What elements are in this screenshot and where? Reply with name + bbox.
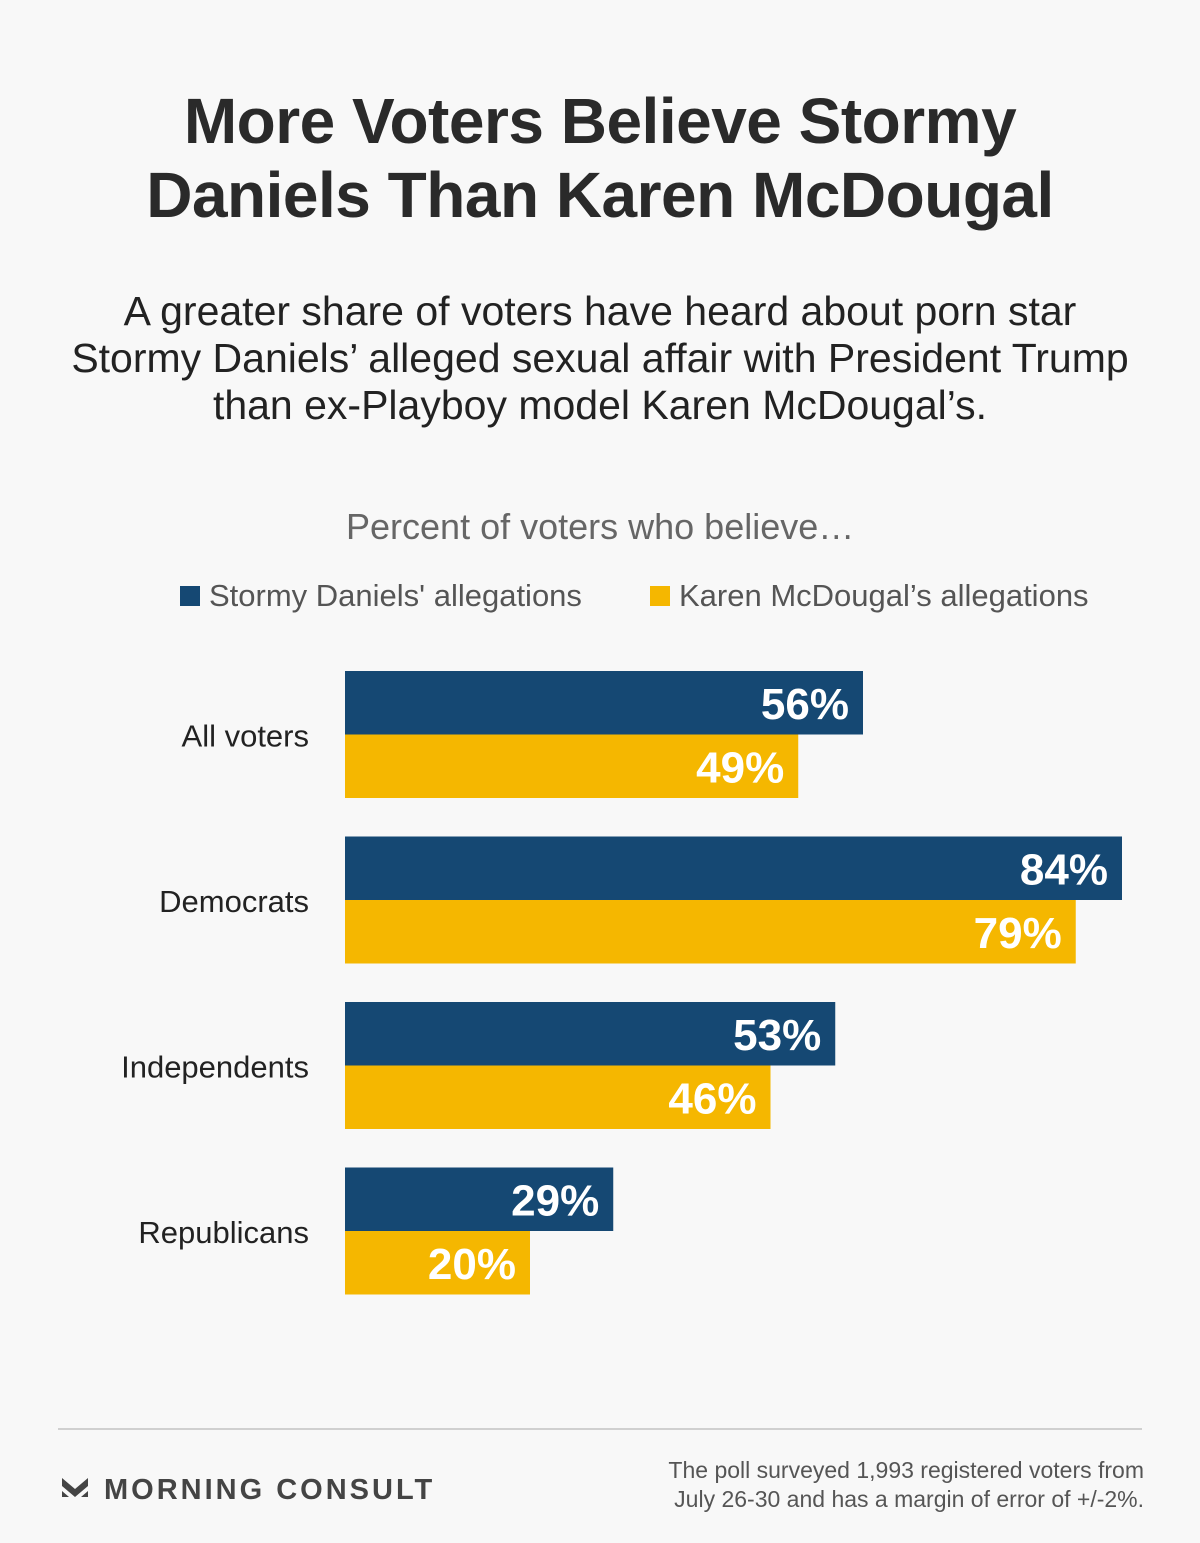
legend-swatch-karen bbox=[650, 586, 670, 606]
brand-logo: MORNING CONSULT bbox=[60, 1470, 435, 1510]
bar-chart: All voters 56% 49% Democrats 84% 79% Independe… bbox=[121, 671, 1122, 1295]
legend-label-stormy: Stormy Daniels' allegations bbox=[209, 578, 582, 613]
legend-item-stormy: Stormy Daniels' allegations bbox=[180, 576, 582, 616]
brand-name: MORNING CONSULT bbox=[104, 1473, 436, 1506]
bar-value-label: 56% bbox=[761, 680, 849, 729]
bar-value-label: 29% bbox=[511, 1176, 599, 1225]
category-label: All voters bbox=[182, 719, 309, 754]
bar-karen bbox=[345, 1065, 771, 1129]
category-label: Independents bbox=[121, 1050, 309, 1085]
bar-stormy bbox=[345, 836, 1122, 900]
bar-value-label: 53% bbox=[733, 1011, 821, 1060]
morning-consult-chevron-icon bbox=[60, 1475, 90, 1506]
legend-swatch-stormy bbox=[180, 586, 200, 606]
bar-value-label: 20% bbox=[428, 1240, 516, 1289]
bar-stormy bbox=[345, 1002, 836, 1066]
chart-title-line-1: More Voters Believe Stormy bbox=[183, 85, 1017, 157]
bar-karen bbox=[345, 734, 799, 798]
legend-item-karen: Karen McDougal’s allegations bbox=[650, 576, 1089, 616]
legend-label-karen: Karen McDougal’s allegations bbox=[679, 578, 1089, 613]
category-label: Republicans bbox=[138, 1215, 309, 1250]
bar-value-label: 84% bbox=[1020, 845, 1108, 894]
bar-stormy bbox=[345, 1167, 614, 1231]
footer-divider bbox=[58, 1428, 1142, 1430]
poll-footnote-line-1: The poll surveyed 1,993 registered voter… bbox=[668, 1457, 1144, 1483]
bar-karen bbox=[345, 900, 1076, 964]
poll-footnote: The poll surveyed 1,993 registered voter… bbox=[584, 1456, 1144, 1514]
bar-value-label: 79% bbox=[974, 909, 1062, 958]
axis-caption: Percent of voters who believe… bbox=[346, 506, 855, 547]
category-label: Democrats bbox=[159, 884, 309, 919]
bar-value-label: 46% bbox=[668, 1074, 756, 1123]
chart-title-line-2: Daniels Than Karen McDougal bbox=[146, 159, 1054, 231]
poll-footnote-line-2: July 26-30 and has a margin of error of … bbox=[674, 1486, 1144, 1512]
bar-value-label: 49% bbox=[696, 743, 784, 792]
bar-stormy bbox=[345, 671, 863, 735]
chart-subtitle: A greater share of voters have heard abo… bbox=[71, 288, 1129, 428]
bar-karen bbox=[345, 1231, 530, 1295]
chart-title: More Voters Believe Stormy Daniels Than … bbox=[0, 84, 1200, 232]
